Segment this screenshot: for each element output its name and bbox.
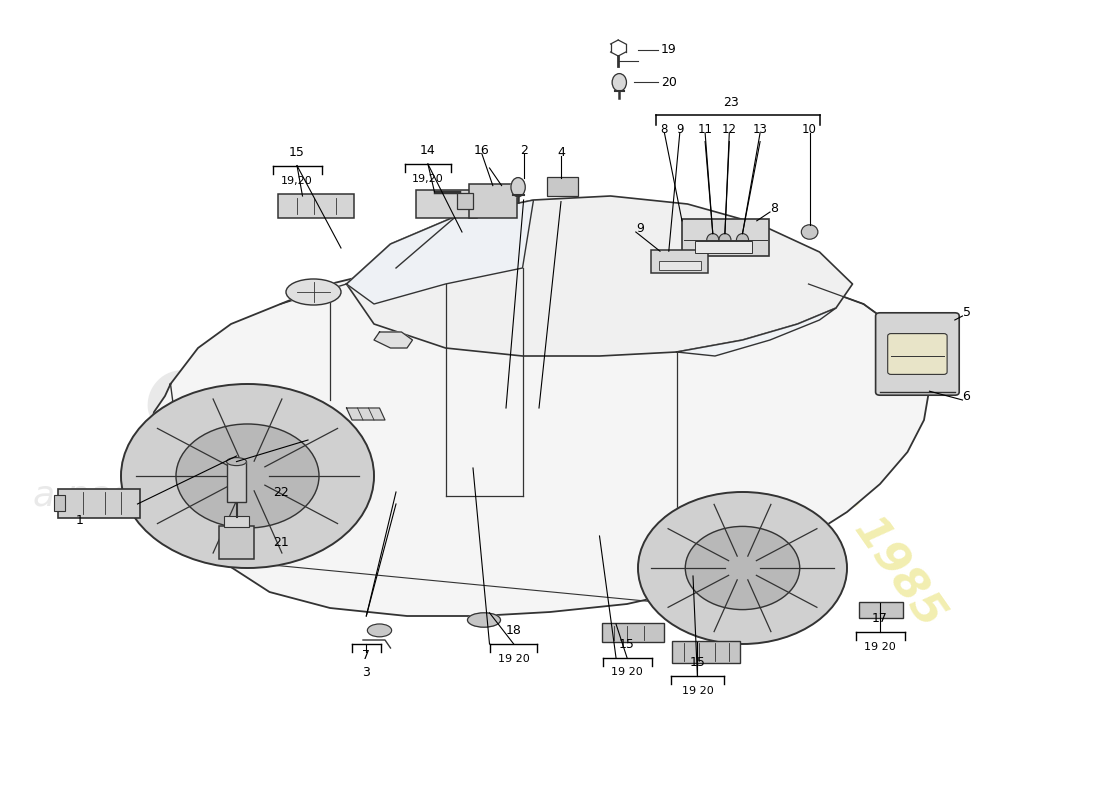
Text: 9: 9 [676,123,683,136]
Ellipse shape [367,624,392,637]
Text: 15: 15 [289,146,305,159]
FancyBboxPatch shape [859,602,903,618]
Text: 6: 6 [962,390,970,403]
Text: 3: 3 [362,666,371,679]
Ellipse shape [719,234,730,246]
Text: 16: 16 [474,143,490,157]
FancyBboxPatch shape [469,184,517,218]
Polygon shape [148,260,930,616]
Text: 11: 11 [697,123,713,136]
Text: 9: 9 [636,222,644,235]
Text: 10: 10 [802,123,817,136]
Circle shape [176,424,319,528]
FancyBboxPatch shape [58,489,140,518]
Text: since 1985: since 1985 [763,390,953,634]
FancyBboxPatch shape [888,334,947,374]
Circle shape [685,526,800,610]
FancyBboxPatch shape [602,623,664,642]
Text: 15: 15 [690,656,705,670]
Ellipse shape [286,279,341,305]
Circle shape [638,492,847,644]
FancyBboxPatch shape [659,261,701,270]
Text: 18: 18 [506,624,521,637]
Text: 15: 15 [619,638,635,651]
Text: 19,20: 19,20 [412,174,443,184]
Circle shape [121,384,374,568]
FancyBboxPatch shape [456,193,473,209]
Text: 20: 20 [661,76,676,89]
FancyBboxPatch shape [876,313,959,395]
FancyBboxPatch shape [672,641,740,663]
Ellipse shape [737,234,749,246]
FancyBboxPatch shape [695,241,752,253]
FancyBboxPatch shape [224,516,249,527]
Text: 19 20: 19 20 [498,654,529,664]
Text: 7: 7 [362,650,371,662]
Text: 19,20: 19,20 [282,176,312,186]
Text: 22: 22 [273,486,288,499]
Text: 13: 13 [752,123,768,136]
Text: 19: 19 [661,43,676,56]
Polygon shape [346,196,852,356]
Polygon shape [676,308,836,356]
Polygon shape [346,200,534,304]
Ellipse shape [468,613,500,627]
Polygon shape [374,332,412,348]
Ellipse shape [510,178,526,197]
Text: 8: 8 [770,202,778,215]
FancyBboxPatch shape [219,526,254,559]
Text: 21: 21 [273,536,288,549]
Ellipse shape [227,458,246,466]
Text: 12: 12 [722,123,737,136]
Text: 8: 8 [661,123,668,136]
Text: 2: 2 [519,143,528,157]
FancyBboxPatch shape [651,250,708,273]
FancyBboxPatch shape [416,190,477,218]
Ellipse shape [801,225,818,239]
Text: 23: 23 [724,96,739,109]
Text: eurospares: eurospares [143,351,776,449]
Polygon shape [346,408,385,420]
Ellipse shape [613,74,627,91]
Text: 19 20: 19 20 [682,686,713,695]
Text: 19 20: 19 20 [612,667,642,677]
Text: 19 20: 19 20 [865,642,895,651]
Text: 4: 4 [557,146,565,159]
Text: 17: 17 [872,613,888,626]
Text: a passion for parts: a passion for parts [33,479,370,513]
Text: 1: 1 [75,514,84,527]
Text: 14: 14 [420,144,436,158]
Ellipse shape [706,234,719,246]
FancyBboxPatch shape [682,219,769,256]
FancyBboxPatch shape [54,495,65,511]
Text: 5: 5 [962,306,970,319]
FancyBboxPatch shape [278,194,354,218]
FancyBboxPatch shape [547,177,578,196]
FancyBboxPatch shape [227,461,246,502]
